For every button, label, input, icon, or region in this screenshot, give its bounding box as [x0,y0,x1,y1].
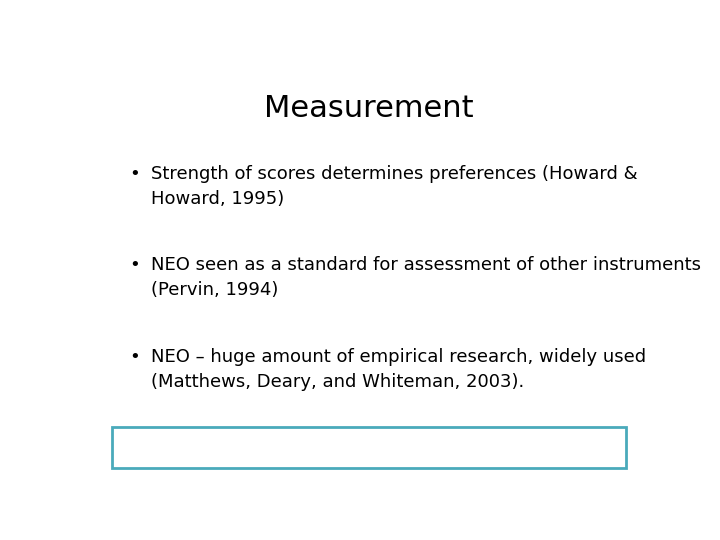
Text: Measurement: Measurement [264,94,474,123]
Text: NEO – huge amount of empirical research, widely used
(Matthews, Deary, and White: NEO – huge amount of empirical research,… [151,348,647,390]
Text: NEO seen as a standard for assessment of other instruments
(Pervin, 1994): NEO seen as a standard for assessment of… [151,256,701,299]
Text: •: • [129,348,140,366]
Bar [112,427,626,468]
Text: Strength of scores determines preferences (Howard &
Howard, 1995): Strength of scores determines preference… [151,165,638,207]
Text: •: • [129,256,140,274]
Text: •: • [129,165,140,183]
